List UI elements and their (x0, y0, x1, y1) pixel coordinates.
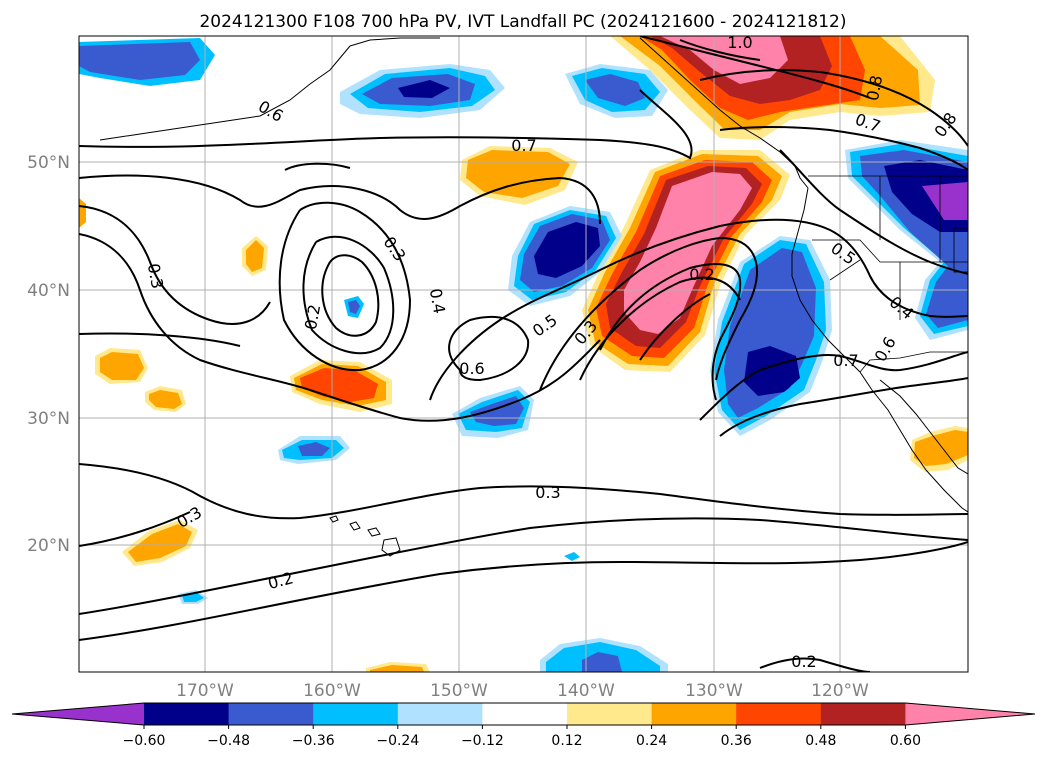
colorbar-tick-label: 0.36 (721, 733, 752, 749)
colorbar-tick-label: 0.24 (636, 733, 667, 749)
contour-label: 0.2 (791, 652, 816, 671)
contour-label: 0.6 (459, 359, 484, 378)
contour-label: 1.0 (727, 33, 752, 52)
colorbar-bin (651, 703, 737, 725)
lon-label: 150°W (430, 681, 488, 701)
colorbar-tick-label: −0.36 (292, 733, 335, 749)
negative-anomaly-patch (534, 222, 600, 278)
figure-title: 2024121300 F108 700 hPa PV, IVT Landfall… (199, 12, 846, 32)
contour-label: 0.2 (689, 265, 714, 284)
negative-anomaly-patch (744, 346, 800, 396)
lon-label: 130°W (685, 681, 743, 701)
colorbar-tick-label: −0.24 (376, 733, 419, 749)
longitude-labels: 170°W 160°W 150°W 140°W 130°W 120°W (176, 681, 869, 701)
colorbar-tick-label: −0.12 (461, 733, 504, 749)
colorbar-bin (567, 703, 653, 725)
colorbar-tick-label: 0.12 (551, 733, 582, 749)
negative-anomaly-patch (79, 42, 200, 80)
colorbar-bin (313, 703, 399, 725)
contour-label: 0.7 (511, 136, 536, 155)
negative-anomaly-patch (922, 182, 968, 220)
lon-label: 170°W (176, 681, 234, 701)
negative-anomaly-patch (582, 652, 622, 672)
contour-label: 0.3 (535, 483, 560, 502)
anomaly-fill-layer (79, 36, 968, 672)
positive-anomaly-patch (100, 352, 144, 380)
colorbar-bin (820, 703, 906, 725)
coastlines (99, 37, 968, 557)
contour-label: 0.8 (863, 74, 886, 102)
colorbar-bin (144, 703, 230, 725)
lon-label: 160°W (303, 681, 361, 701)
colorbar-bin (482, 703, 568, 725)
pv-contours (79, 36, 968, 672)
positive-anomaly-patch (246, 240, 264, 272)
colorbar-extend-max (905, 703, 1035, 725)
negative-anomaly-patch (585, 74, 645, 106)
colorbar-bin (228, 703, 314, 725)
lon-label: 120°W (811, 681, 869, 701)
positive-anomaly-patch (149, 390, 182, 409)
lat-label: 30°N (27, 409, 70, 429)
negative-anomaly-patch (564, 552, 580, 561)
colorbar-tick-label: 0.60 (890, 733, 921, 749)
lat-label: 20°N (27, 536, 70, 556)
colorbar-tick-label: −0.48 (207, 733, 250, 749)
positive-anomaly-patch (624, 172, 752, 334)
colorbar-tick-label: 0.48 (805, 733, 836, 749)
negative-anomaly-patch (298, 442, 330, 456)
contour-label: 0.2 (301, 303, 324, 331)
colorbar-extend-min (12, 703, 144, 725)
negative-anomaly-patch (398, 80, 450, 98)
contour-label: 0.7 (833, 351, 858, 370)
colorbar-bin (397, 703, 483, 725)
colorbar: −0.60 −0.48 −0.36 −0.24 −0.12 0.12 0.24 0.36 0.4… (11, 702, 1036, 749)
colorbar-tick-label: −0.60 (123, 733, 166, 749)
latitude-labels: 50°N 40°N 30°N 20°N (27, 153, 70, 556)
contour-label: 0.4 (426, 287, 449, 315)
lat-label: 50°N (27, 153, 70, 173)
contour-label: 0.3 (144, 262, 167, 290)
positive-anomaly-patch (914, 430, 968, 466)
map-frame (78, 35, 969, 673)
lon-label: 140°W (557, 681, 615, 701)
positive-anomaly-patch (128, 524, 192, 562)
colorbar-bin (736, 703, 822, 725)
lat-label: 40°N (27, 281, 70, 301)
negative-anomaly-patch (348, 300, 360, 314)
positive-anomaly-patch (370, 665, 424, 672)
